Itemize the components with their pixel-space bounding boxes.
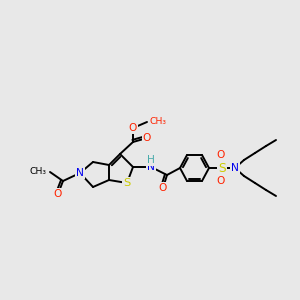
Text: N: N <box>76 168 84 178</box>
Text: CH₃: CH₃ <box>150 118 167 127</box>
Text: O: O <box>143 133 151 143</box>
Text: CH₃: CH₃ <box>30 167 47 176</box>
Text: S: S <box>123 178 130 188</box>
Text: O: O <box>217 176 225 186</box>
Text: O: O <box>217 150 225 160</box>
Text: O: O <box>54 189 62 199</box>
Text: S: S <box>218 161 226 175</box>
Text: H: H <box>147 155 155 165</box>
Text: O: O <box>159 183 167 193</box>
Text: N: N <box>147 162 155 172</box>
Text: N: N <box>231 163 239 173</box>
Text: O: O <box>129 123 137 133</box>
